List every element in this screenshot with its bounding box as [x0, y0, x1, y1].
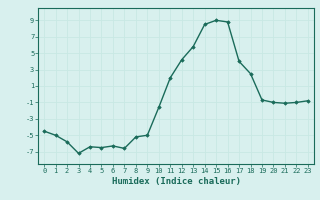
X-axis label: Humidex (Indice chaleur): Humidex (Indice chaleur) [111, 177, 241, 186]
